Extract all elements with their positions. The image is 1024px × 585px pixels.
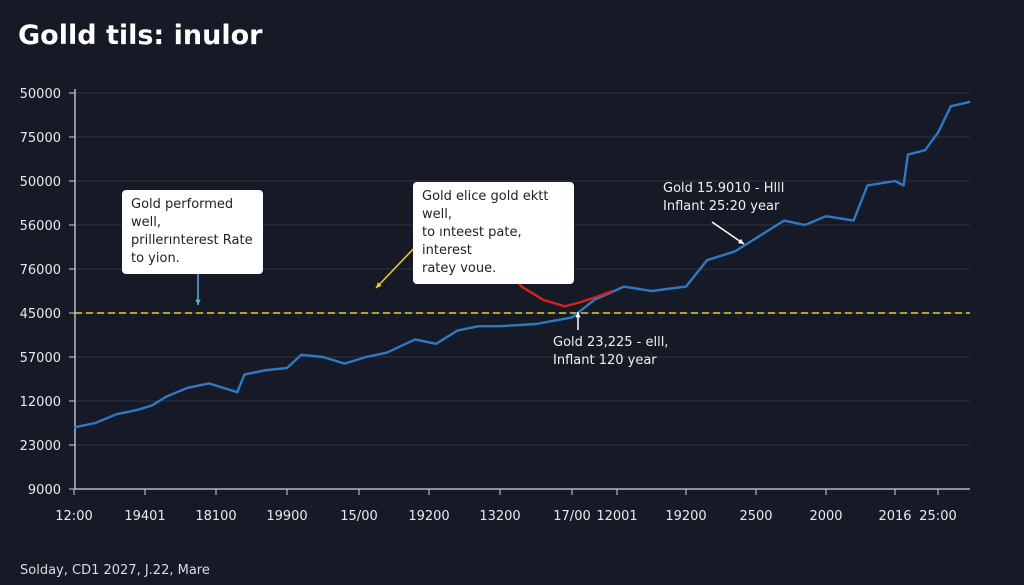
x-tick-label: 15/00 <box>340 509 377 524</box>
annotation-4: Gold 23,225 - elll, Inflant 120 year <box>553 334 668 370</box>
y-tick-label: 9000 <box>28 483 61 498</box>
axes: 9000 23000 12000 57000 45000 76000 56000 50000 7… <box>20 87 970 524</box>
annotation-3-line: Inflant 25:20 year <box>663 199 780 214</box>
x-tick-label: 12001 <box>596 509 637 524</box>
x-tick-label: 17/00 <box>553 509 590 524</box>
annotation-2-line: Gold elice gold ektt well, <box>422 189 549 222</box>
y-tick-label: 50000 <box>20 175 61 190</box>
annotation-1: Gold performed well, prillerınterest Rat… <box>122 190 263 274</box>
x-tick-label: 19200 <box>665 509 706 524</box>
y-tick-label: 76000 <box>20 263 61 278</box>
x-tick-label: 25:00 <box>919 509 956 524</box>
x-tick-label: 19401 <box>124 509 165 524</box>
annotation-2-line: to ınteest pate, interest <box>422 225 522 258</box>
y-tick-label: 56000 <box>20 219 61 234</box>
arrowhead-icon <box>575 312 581 318</box>
x-tick-label: 12:00 <box>55 509 92 524</box>
annotation-2: Gold elice gold ektt well, to ınteest pa… <box>413 182 574 284</box>
annotation-2-line: ratey voue. <box>422 261 497 276</box>
annotation-1-line: to yion. <box>131 251 180 266</box>
y-tick-label: 12000 <box>20 395 61 410</box>
x-tick-label: 2016 <box>878 509 911 524</box>
x-tick-label: 19900 <box>266 509 307 524</box>
annotation-arrow <box>711 221 745 245</box>
annotation-1-line: Gold performed well, <box>131 197 234 230</box>
y-tick-label: 45000 <box>20 307 61 322</box>
arrowhead-icon <box>195 299 201 305</box>
x-tick-label: 2000 <box>809 509 842 524</box>
x-tick-label: 19200 <box>408 509 449 524</box>
annotation-4-line: Inflant 120 year <box>553 353 657 368</box>
x-tick-label: 2500 <box>739 509 772 524</box>
chart-footer: Solday, CD1 2027, J.22, Mare <box>20 563 210 578</box>
y-tick-label: 50000 <box>20 87 61 102</box>
x-tick-label: 18100 <box>195 509 236 524</box>
annotation-3: Gold 15.9010 - Hlll Inflant 25:20 year <box>663 180 784 216</box>
annotation-3-line: Gold 15.9010 - Hlll <box>663 181 785 196</box>
annotation-4-line: Gold 23,225 - elll, <box>553 335 669 350</box>
arrowhead-icon <box>376 282 382 288</box>
x-tick-label: 13200 <box>479 509 520 524</box>
annotation-arrows <box>195 221 745 330</box>
arrowhead-icon <box>738 238 744 244</box>
annotation-1-line: prillerınterest Rate <box>131 233 253 248</box>
annotation-arrow <box>375 243 419 289</box>
y-tick-label: 57000 <box>20 351 61 366</box>
y-tick-label: 75000 <box>20 131 61 146</box>
y-tick-label: 23000 <box>20 439 61 454</box>
chart-title: Golld tils: inulor <box>18 20 263 51</box>
